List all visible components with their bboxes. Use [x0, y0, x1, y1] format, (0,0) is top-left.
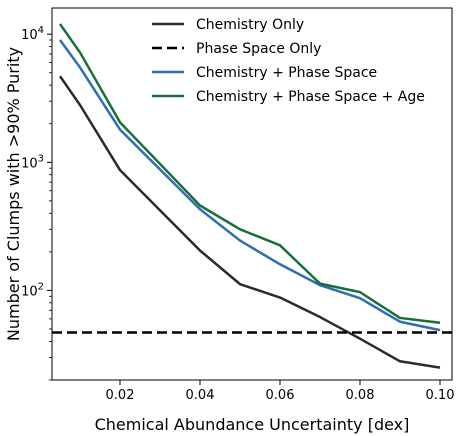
- x-tick-label-0: 0.02: [106, 388, 135, 403]
- series-line-3: [58, 23, 441, 324]
- y-tick-base-1: 10: [21, 156, 38, 171]
- x-tick-label-3: 0.08: [346, 388, 375, 403]
- plot-area: [51, 7, 453, 381]
- x-axis-label: Chemical Abundance Uncertainty [dex]: [95, 415, 410, 434]
- y-axis-label: Number of Clumps with >90% Purity: [4, 47, 23, 341]
- x-tick-label-1: 0.04: [186, 388, 215, 403]
- y-tick-exp-2: 4: [38, 25, 44, 36]
- y-tick-exp-1: 3: [38, 153, 44, 164]
- x-tick-label-2: 0.06: [266, 388, 295, 403]
- legend-entry-1: Phase Space Only: [196, 41, 321, 57]
- y-tick-base-0: 10: [21, 284, 38, 299]
- plot-frame: [51, 7, 453, 381]
- series-line-0: [58, 75, 441, 369]
- series-line-2: [58, 39, 441, 332]
- series-layer: [52, 23, 452, 369]
- legend: Chemistry Only Phase Space Only Chemistry …: [152, 17, 425, 105]
- y-tick-label-0: 102: [21, 281, 44, 299]
- x-axis: 0.02 0.04 0.06 0.08 0.10: [106, 380, 455, 403]
- y-tick-label-2: 104: [21, 25, 44, 43]
- y-tick-exp-0: 2: [38, 281, 44, 292]
- y-tick-base-2: 10: [21, 28, 38, 43]
- legend-entry-0: Chemistry Only: [196, 17, 304, 33]
- y-tick-label-1: 103: [21, 153, 44, 171]
- legend-entry-3: Chemistry + Phase Space + Age: [196, 89, 425, 105]
- x-tick-label-4: 0.10: [426, 388, 455, 403]
- legend-entry-2: Chemistry + Phase Space: [196, 65, 377, 81]
